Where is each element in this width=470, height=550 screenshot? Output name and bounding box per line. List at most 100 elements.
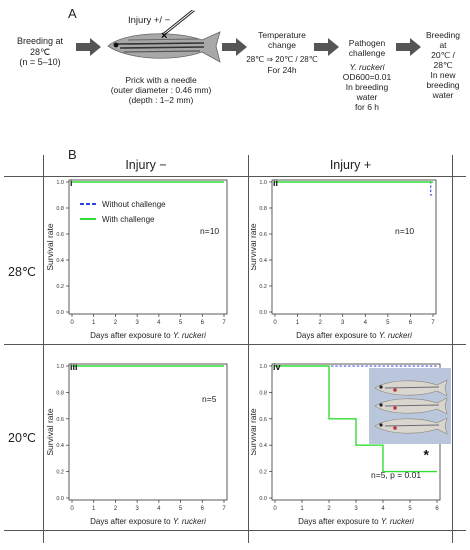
y-tick-label: 0.2 [56,284,64,290]
step-final-line2: at [439,40,447,50]
step-breeding-line1: Breeding at [16,36,64,46]
y-tick-label: 0.0 [259,310,267,316]
x-tick-label: 7 [222,506,226,512]
grid-middle-divider [4,344,466,345]
panel-id-label: i [70,178,73,188]
panel-id-label: ii [273,178,278,188]
x-tick-label: 7 [431,320,435,326]
survival-chart-i: 0.0 0.2 0.4 0.6 0.8 1.0 0 1 2 3 4 5 6 7 Survival rate D… [46,178,228,340]
grid-left-divider [43,155,44,543]
fish-eye [379,403,383,407]
step-final-line3: 20℃ / [431,50,455,60]
sample-size-note: n=5, p = 0.01 [371,470,421,480]
x-tick-label: 5 [179,506,183,512]
y-tick-label: 1.0 [259,364,267,370]
fish-eye [379,385,383,389]
x-tick-label: 1 [92,506,96,512]
arrow-1-icon [76,38,101,56]
col-header-injury-plus: Injury + [329,158,372,172]
step-final-line4: 28℃ [433,60,453,70]
plot-frame [68,179,228,315]
panel-b-letter: B [68,147,77,162]
step-pathogen: Pathogen challenge Y. ruckeri OD600=0.01… [336,38,398,112]
x-tick-label: 3 [341,320,345,326]
x-tick-label: 4 [157,506,161,512]
panel-id-label: iii [70,362,78,372]
legend-with-challenge-label: With challenge [102,215,155,224]
x-tick-label: 1 [300,506,304,512]
arrow-4-icon [396,38,421,56]
x-tick-label: 6 [435,506,439,512]
x-tick-label: 1 [296,320,300,326]
x-tick-label: 2 [327,506,331,512]
step-temp-line3: 28℃ ⇒ 20℃ / 28℃ [246,55,318,64]
y-tick-label: 0.8 [56,390,64,396]
y-tick-label: 0.6 [56,232,64,238]
legend-without-challenge-label: Without challenge [102,200,166,209]
x-tick-label: 4 [157,320,161,326]
step-path-line4: OD600=0.01 [342,72,392,82]
step-path-line3: Y. ruckeri [349,62,385,72]
fish-lesion-icon [393,426,397,430]
x-tick-label: 0 [70,320,74,326]
y-tick-label: 1.0 [56,364,64,370]
step-final-line6: breeding [426,80,460,90]
y-axis-label: Survival rate [46,223,55,271]
step-final-line7: water [432,90,454,100]
zebrafish-icon: × [107,10,221,63]
x-tick-label: 6 [201,506,205,512]
y-tick-label: 0.0 [56,496,64,502]
y-tick-label: 0.4 [56,443,64,449]
survival-chart-ii: 0.0 0.2 0.4 0.6 0.8 1.0 0 1 2 3 4 5 6 7 Survival rate D… [251,178,437,340]
y-tick-label: 1.0 [259,180,267,186]
panel-id-label: iv [273,362,281,372]
y-tick-label: 0.0 [56,310,64,316]
step-final-line1: Breeding [425,30,461,40]
x-axis-label: Days after exposure to Y. ruckeri [90,331,206,340]
step-prick-line3: (depth : 1–2 mm) [128,95,194,105]
sample-size-note: n=5 [202,394,217,404]
injury-label: Injury +/ − [128,15,171,26]
x-tick-label: 2 [318,320,322,326]
x-tick-label: 2 [114,506,118,512]
x-tick-label: 1 [92,320,96,326]
significance-star: * [423,447,429,463]
x-tick-label: 5 [386,320,390,326]
y-tick-label: 1.0 [56,180,64,186]
series-without-challenge-line [275,181,433,196]
step-path-line6: water [356,92,378,102]
grid-right-divider [452,155,453,543]
step-final: Breeding at 20℃ / 28℃ In new breeding wa… [418,30,468,100]
x-axis-label: Days after exposure to Y. ruckeri [298,517,414,526]
grid-center-divider [248,155,249,543]
survival-chart-iv: 0.0 0.2 0.4 0.6 0.8 1.0 0 1 2 3 4 5 6 Survival rate Da… [251,362,451,526]
svg-text:×: × [161,30,167,42]
grid-top-divider [4,176,466,177]
y-tick-label: 0.6 [259,417,267,423]
col-header-injury-minus: Injury − [125,158,167,172]
fish-eye [379,423,383,427]
y-tick-label: 0.4 [259,258,267,264]
y-tick-label: 0.4 [56,258,64,264]
sample-size-note: n=10 [395,226,414,236]
panel-a-letter: A [68,6,77,21]
x-axis-label: Days after exposure to Y. ruckeri [296,331,412,340]
fish-stripe [384,424,440,427]
x-axis-label: Days after exposure to Y. ruckeri [90,517,206,526]
step-temp-line1: Temperature [258,30,306,40]
x-tick-label: 6 [409,320,413,326]
y-tick-label: 0.4 [259,443,267,449]
x-tick-label: 4 [381,506,385,512]
step-prick-line1: Prick with a needle [125,75,197,85]
x-tick-label: 7 [222,320,226,326]
y-tick-label: 0.0 [259,496,267,502]
step-final-line5: In new [430,70,456,80]
grid-bottom-divider [4,530,466,531]
x-tick-label: 5 [179,320,183,326]
x-tick-label: 6 [201,320,205,326]
arrow-3-icon [314,38,339,56]
x-tick-label: 0 [273,320,277,326]
step-path-line2: challenge [348,48,386,58]
step-breeding: Breeding at 28℃ (n = 5–10) [6,36,74,68]
y-axis-label: Survival rate [46,408,55,456]
